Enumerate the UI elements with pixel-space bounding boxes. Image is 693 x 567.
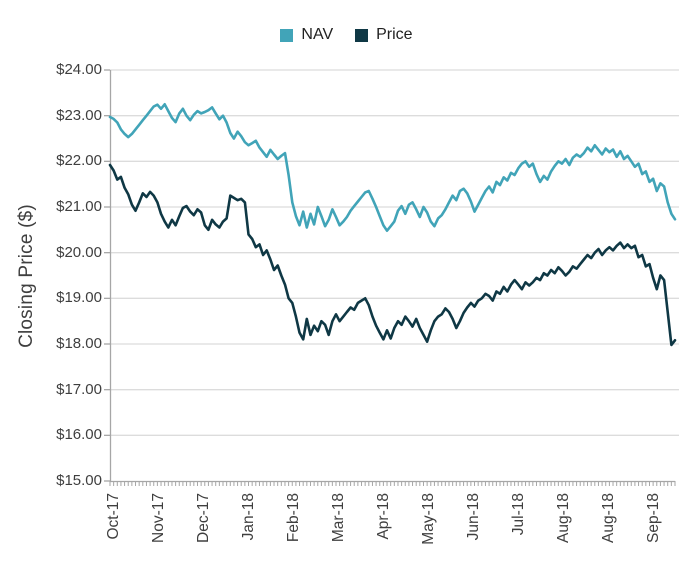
legend-item-nav: NAV xyxy=(280,26,333,44)
y-tick-label: $17.00 xyxy=(56,380,102,398)
nav-line-series xyxy=(108,103,677,232)
nav-legend-label: NAV xyxy=(301,26,334,43)
x-tick-label: Oct-17 xyxy=(105,493,122,540)
x-tick-label: Sep-18 xyxy=(645,493,662,543)
x-tick-label: Apr-18 xyxy=(375,493,392,540)
x-tick-label: May-18 xyxy=(420,493,437,545)
y-tick-label: $16.00 xyxy=(56,426,102,444)
x-tick-label: Dec-17 xyxy=(195,493,212,543)
x-tick-label: Jun-18 xyxy=(465,493,482,541)
nav-series-swatch xyxy=(280,28,294,42)
legend: NAV Price xyxy=(0,26,693,44)
x-tick-label: Jan-18 xyxy=(240,493,257,541)
price-line-series xyxy=(108,163,677,347)
x-tick-label: Feb-18 xyxy=(285,493,302,543)
y-tick-label: $21.00 xyxy=(56,198,102,215)
legend-item-price: Price xyxy=(355,26,413,44)
y-tick-label: $18.00 xyxy=(56,335,102,352)
y-tick-label: $23.00 xyxy=(56,106,102,124)
x-tick-label: Aug-18 xyxy=(555,493,572,543)
y-tick-label: $15.00 xyxy=(56,472,102,489)
x-tick-label: Aug-18 xyxy=(600,493,617,543)
x-tick-label: Nov-17 xyxy=(150,493,167,543)
x-tick-label: Jul-18 xyxy=(510,493,527,536)
price-series-swatch xyxy=(355,28,369,42)
y-tick-label: $19.00 xyxy=(56,289,102,307)
x-tick-label: Mar-18 xyxy=(330,493,347,543)
y-tick-label: $20.00 xyxy=(56,243,102,261)
price-legend-label: Price xyxy=(376,26,413,43)
y-tick-label: $22.00 xyxy=(56,152,102,170)
y-tick-label: $24.00 xyxy=(56,61,102,78)
